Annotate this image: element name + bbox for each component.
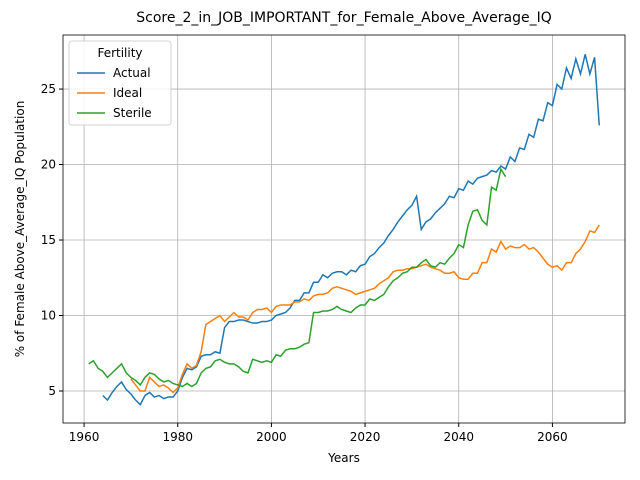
legend-label: Actual [113, 66, 151, 80]
x-axis-label: Years [327, 451, 360, 465]
chart-title: Score_2_in_JOB_IMPORTANT_for_Female_Abov… [136, 10, 552, 26]
y-tick-label: 15 [41, 233, 56, 247]
x-tick-label: 2000 [256, 430, 287, 444]
legend-title: Fertility [97, 46, 142, 60]
plot-frame [62, 34, 626, 424]
x-tick-label: 2060 [537, 430, 568, 444]
y-tick-label: 25 [41, 82, 56, 96]
y-tick-label: 20 [41, 158, 56, 172]
data-line [102, 54, 600, 406]
legend-box [68, 40, 172, 126]
data-line [130, 224, 600, 394]
y-tick-label: 5 [48, 384, 56, 398]
legend-label: Ideal [113, 86, 142, 100]
legend: Fertility Actual Ideal Sterile [68, 40, 172, 126]
legend-label: Sterile [113, 106, 152, 120]
x-tick-label: 1960 [69, 430, 100, 444]
x-tick-label: 2020 [350, 430, 381, 444]
x-tick-label: 2040 [443, 430, 474, 444]
data-line [88, 167, 507, 388]
x-tick-label: 1980 [162, 430, 193, 444]
y-tick-label: 10 [41, 309, 56, 323]
y-axis-label: % of Female Above_Average_IQ Population [13, 101, 27, 358]
